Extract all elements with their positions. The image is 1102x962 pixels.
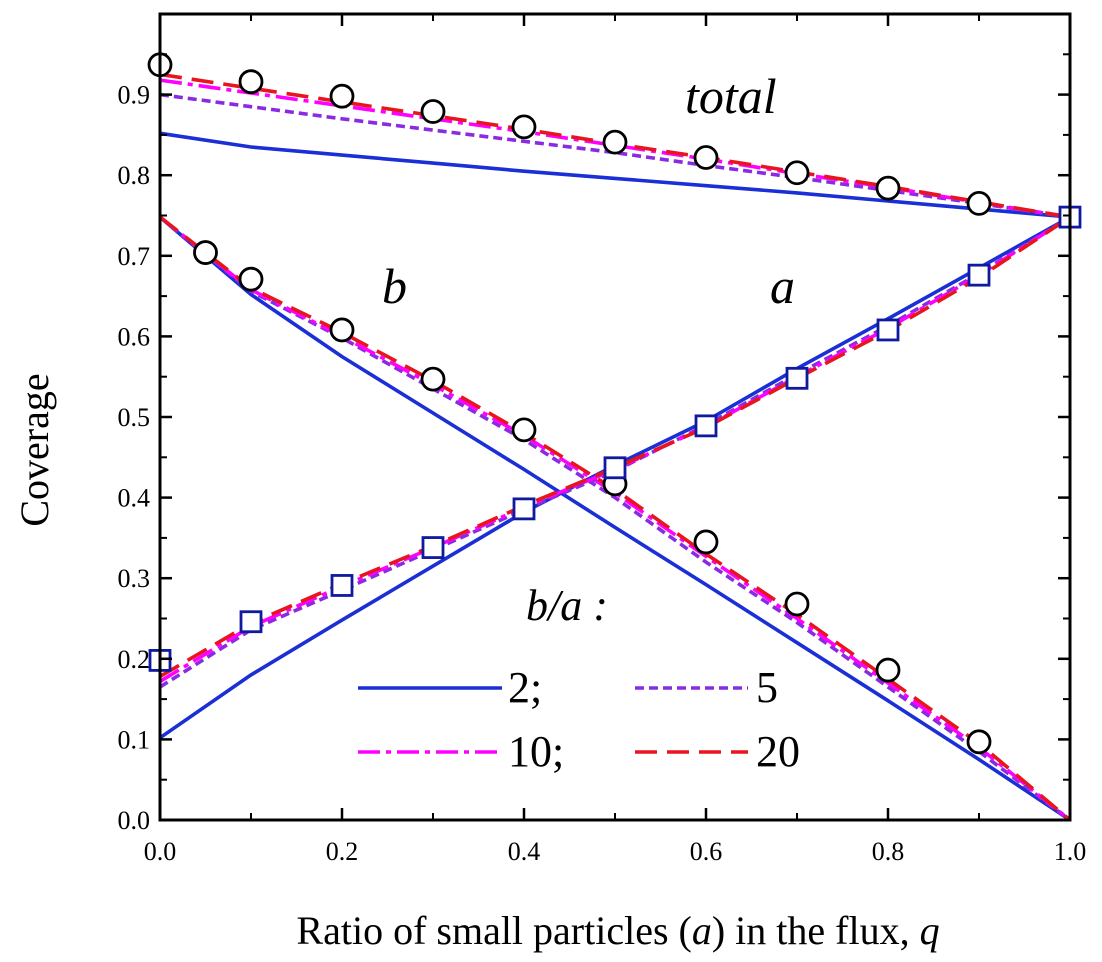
y-tick-label: 0.5 — [118, 403, 151, 432]
x-axis-title-var-a: a — [692, 908, 712, 953]
marker-circle-b — [511, 417, 537, 443]
x-tick-label: 0.6 — [690, 837, 723, 866]
marker-square-a — [967, 263, 991, 287]
y-tick-label: 0.9 — [118, 81, 151, 110]
marker-circle-total — [966, 191, 992, 216]
x-tick-label: 0.4 — [508, 837, 541, 866]
marker-circle-total — [420, 99, 446, 124]
marker-circle-total — [784, 160, 810, 186]
marker-square-a — [421, 536, 445, 559]
x-tick-label: 0.8 — [872, 837, 905, 866]
y-tick-label: 0.8 — [118, 161, 151, 190]
marker-circle-total — [238, 69, 264, 95]
series-line-total-5 — [159, 92, 1071, 219]
y-tick-label: 0.6 — [118, 322, 151, 351]
x-tick-label: 0.2 — [326, 837, 359, 866]
marker-square-a — [239, 610, 263, 634]
marker-circle-total — [602, 129, 628, 155]
x-axis-title: Ratio of small particles (a) in the flux… — [296, 908, 939, 953]
marker-circle-total — [693, 145, 719, 170]
annotation-total: total — [685, 68, 777, 124]
data-markers — [147, 52, 1082, 755]
marker-circle-total — [875, 175, 901, 201]
marker-circle-b — [420, 366, 446, 392]
x-axis-title-part2: ) in the flux, — [712, 908, 920, 953]
y-tick-label: 0.0 — [118, 806, 151, 835]
legend-title: b/a : — [526, 581, 608, 630]
legend-label-5: 5 — [756, 663, 778, 712]
marker-circle-b — [238, 266, 264, 292]
marker-circle-total — [511, 114, 537, 140]
x-tick-label: 1.0 — [1054, 837, 1087, 866]
y-tick-label: 0.2 — [118, 645, 151, 674]
marker-square-a — [330, 574, 354, 597]
series-line-b-2 — [158, 215, 1071, 822]
marker-square-a — [876, 318, 900, 342]
series-line-total-2 — [159, 131, 1071, 219]
legend-label-2: 2; — [508, 663, 542, 712]
marker-circle-b — [329, 317, 355, 343]
annotation-a: a — [770, 258, 795, 314]
x-tick-label: 0.0 — [144, 837, 177, 866]
legend-label-10: 10; — [508, 727, 564, 776]
y-axis-title: Coverage — [12, 373, 57, 526]
y-tick-label: 0.1 — [118, 725, 151, 754]
annotation-b: b — [382, 258, 407, 314]
y-tick-label: 0.3 — [118, 564, 151, 593]
marker-circle-b — [193, 240, 218, 265]
marker-square-a — [785, 366, 809, 390]
axes: 0.0 0.2 0.4 0.6 0.8 1.0 0.0 0.1 0.2 0.3 0.4 0.5 0.6 0… — [118, 12, 1087, 866]
series-line-b-10 — [158, 215, 1072, 822]
series-line-a-10 — [159, 215, 1071, 683]
marker-square-a — [603, 456, 627, 480]
legend: 2; 5 10; 20 — [358, 663, 800, 776]
marker-square-a — [694, 414, 718, 438]
x-axis-title-part1: Ratio of small particles ( — [296, 908, 691, 953]
marker-circle-b — [784, 591, 810, 617]
legend-label-20: 20 — [756, 727, 800, 776]
marker-circle-b — [966, 729, 992, 755]
marker-square-a — [512, 497, 536, 521]
x-axis-title-var-q: q — [920, 908, 940, 953]
y-tick-label: 0.4 — [118, 484, 151, 513]
marker-circle-total — [329, 83, 355, 109]
marker-circle-b — [693, 529, 719, 555]
marker-circle-b — [875, 657, 901, 683]
y-tick-label: 0.7 — [118, 242, 151, 271]
